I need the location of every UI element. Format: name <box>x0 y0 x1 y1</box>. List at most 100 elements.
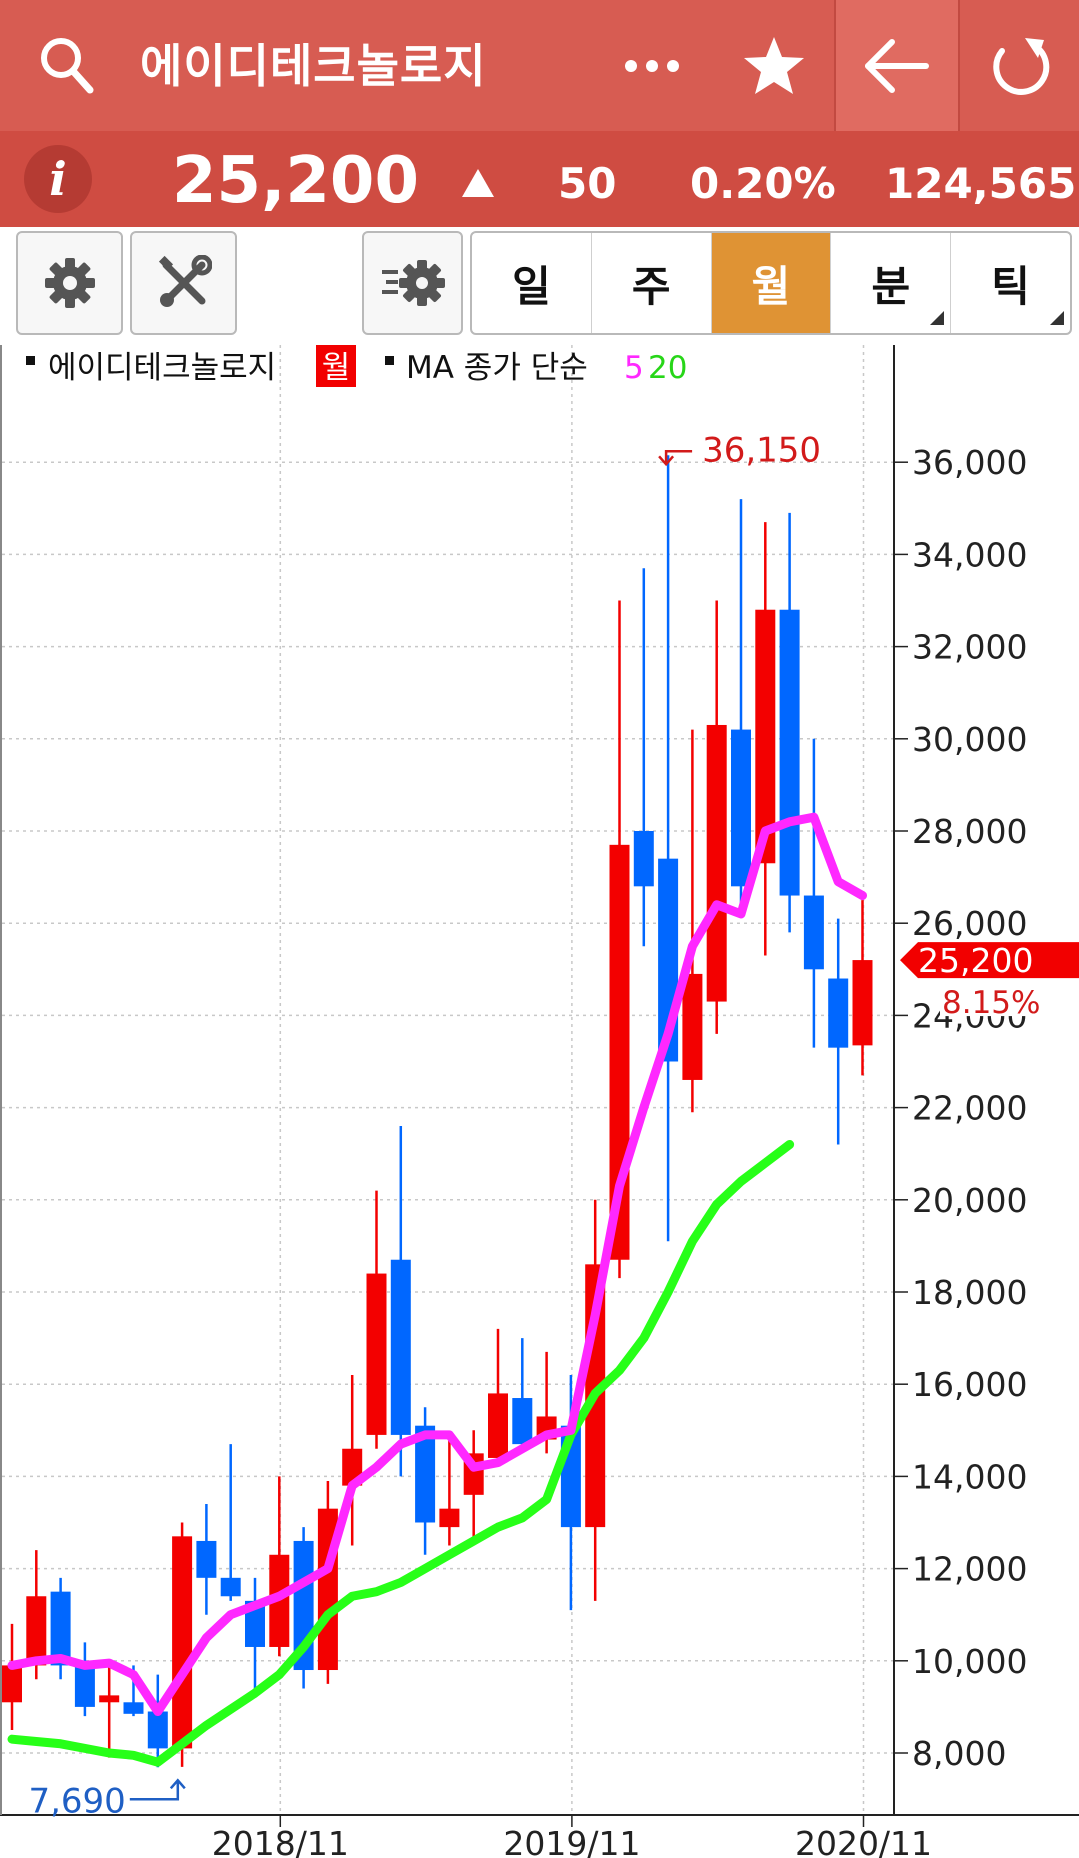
min-price-label: 7,690 <box>28 1781 125 1821</box>
wrench-screwdriver-icon <box>158 255 212 307</box>
x-tick-label: 2018/11 <box>212 1824 349 1858</box>
period-week-label: 주 <box>631 261 671 311</box>
period-tick[interactable]: 틱 <box>951 233 1070 333</box>
legend-ma20: 20 <box>648 350 687 386</box>
candle-body <box>439 1508 460 1528</box>
settings-button[interactable] <box>16 231 123 335</box>
y-tick-label: 14,000 <box>912 1457 1027 1496</box>
up-arrow-icon <box>462 169 494 197</box>
candle-body <box>123 1702 144 1714</box>
chart-axes: 8,000 10,000 12,000 14,000 16,000 18,000 20,00… <box>0 345 1079 1858</box>
stock-title: 에이디테크놀로지 <box>140 39 487 93</box>
price-change: 50 <box>558 159 617 208</box>
app-header: 에이디테크놀로지 <box>0 0 1079 131</box>
y-tick-label: 26,000 <box>912 904 1027 943</box>
candle-body <box>803 895 824 970</box>
chart-toolbar: 일 주 월 분 틱 <box>0 227 1079 345</box>
chart-annotations: 36,150 7,690 25,200 8.15% <box>28 430 1079 1821</box>
candle-body <box>390 1259 411 1435</box>
info-button[interactable]: i <box>24 145 92 213</box>
candle-body <box>512 1398 533 1445</box>
y-tick-label: 28,000 <box>912 812 1027 851</box>
candle-body <box>245 1600 265 1647</box>
period-selector: 일 주 월 분 틱 <box>470 231 1072 335</box>
candle-body <box>50 1591 71 1666</box>
legend-period-badge-bg <box>316 345 356 387</box>
candlestick-chart[interactable]: 8,000 10,000 12,000 14,000 16,000 18,000 20,00… <box>0 345 1079 1858</box>
max-pointer-head <box>658 455 675 467</box>
legend-period-badge: 월 <box>322 350 351 386</box>
search-icon[interactable] <box>22 0 112 131</box>
star-icon[interactable] <box>732 0 816 131</box>
min-pointer-head <box>169 1778 186 1790</box>
candles <box>2 455 873 1768</box>
dropdown-corner-icon <box>930 311 945 325</box>
candle-body <box>682 973 703 1080</box>
legend-bullet <box>385 356 394 365</box>
y-tick-label: 22,000 <box>912 1089 1027 1128</box>
dropdown-corner-icon <box>1049 311 1064 325</box>
y-tick-label: 32,000 <box>912 628 1027 667</box>
candle-body <box>731 729 751 887</box>
min-pointer <box>129 1781 180 1801</box>
back-arrow-icon[interactable] <box>836 0 958 131</box>
period-month[interactable]: 월 <box>711 233 832 333</box>
candle-body <box>828 978 849 1048</box>
indicator-settings-button[interactable] <box>362 231 463 335</box>
current-price: 25,200 <box>172 144 419 218</box>
indicator-gear-icon <box>381 260 445 306</box>
candle-body <box>488 1393 508 1458</box>
candle-body <box>779 609 800 896</box>
moving-averages <box>7 812 867 1767</box>
y-tick-label: 12,000 <box>912 1550 1027 1589</box>
period-day-label: 일 <box>512 261 551 311</box>
candle-body <box>147 1711 168 1749</box>
legend-bullet <box>26 356 35 365</box>
period-month-label: 월 <box>751 261 791 311</box>
candle-body <box>852 960 873 1046</box>
refresh-icon[interactable] <box>960 0 1079 131</box>
y-tick-label: 18,000 <box>912 1273 1027 1312</box>
candle-body <box>74 1660 95 1707</box>
gear-icon <box>44 258 95 308</box>
current-price-tag <box>900 942 1079 979</box>
period-day[interactable]: 일 <box>472 233 592 333</box>
candle-body <box>415 1425 436 1523</box>
candle-body <box>706 724 727 1002</box>
candle-body <box>99 1695 120 1703</box>
current-pct-label: 8.15% <box>942 985 1040 1021</box>
candle-body <box>196 1540 217 1578</box>
header-divider <box>834 0 836 131</box>
period-tick-label: 틱 <box>991 261 1030 311</box>
candle-body <box>26 1596 47 1666</box>
chart-legend: 에이디테크놀로지 월 MA 종가 단순 5 20 <box>26 345 687 387</box>
y-tick-label: 10,000 <box>912 1642 1027 1681</box>
tools-button[interactable] <box>130 231 237 335</box>
candle-body <box>172 1536 193 1749</box>
period-minute[interactable]: 분 <box>831 233 952 333</box>
header-divider <box>958 0 960 131</box>
ma20-line <box>7 1139 795 1767</box>
price-bar: i 25,200 50 0.20% 124,565 <box>0 131 1079 227</box>
legend-stock-name: 에이디테크놀로지 <box>48 350 276 386</box>
candle-body <box>633 831 654 887</box>
grid-lines <box>2 345 894 1815</box>
max-price-label: 36,150 <box>702 430 821 470</box>
period-minute-label: 분 <box>871 261 911 311</box>
ma5-line <box>7 812 867 1717</box>
candle-body <box>366 1273 387 1435</box>
x-tick-label: 2019/11 <box>503 1824 640 1858</box>
period-week[interactable]: 주 <box>592 233 712 333</box>
current-pct-bg <box>940 986 1032 1017</box>
price-change-percent: 0.20% <box>690 159 836 208</box>
more-icon[interactable] <box>612 0 692 131</box>
y-tick-label: 16,000 <box>912 1365 1027 1404</box>
legend-ma-label: MA 종가 단순 <box>406 350 588 386</box>
trade-volume: 124,565 <box>885 159 1077 208</box>
y-tick-label: 20,000 <box>912 1181 1027 1220</box>
candle-body <box>755 609 776 864</box>
y-tick-label: 8,000 <box>912 1734 1006 1773</box>
x-tick-label: 2020/11 <box>795 1824 932 1858</box>
y-tick-label: 30,000 <box>912 720 1027 759</box>
y-tick-label: 34,000 <box>912 535 1027 574</box>
